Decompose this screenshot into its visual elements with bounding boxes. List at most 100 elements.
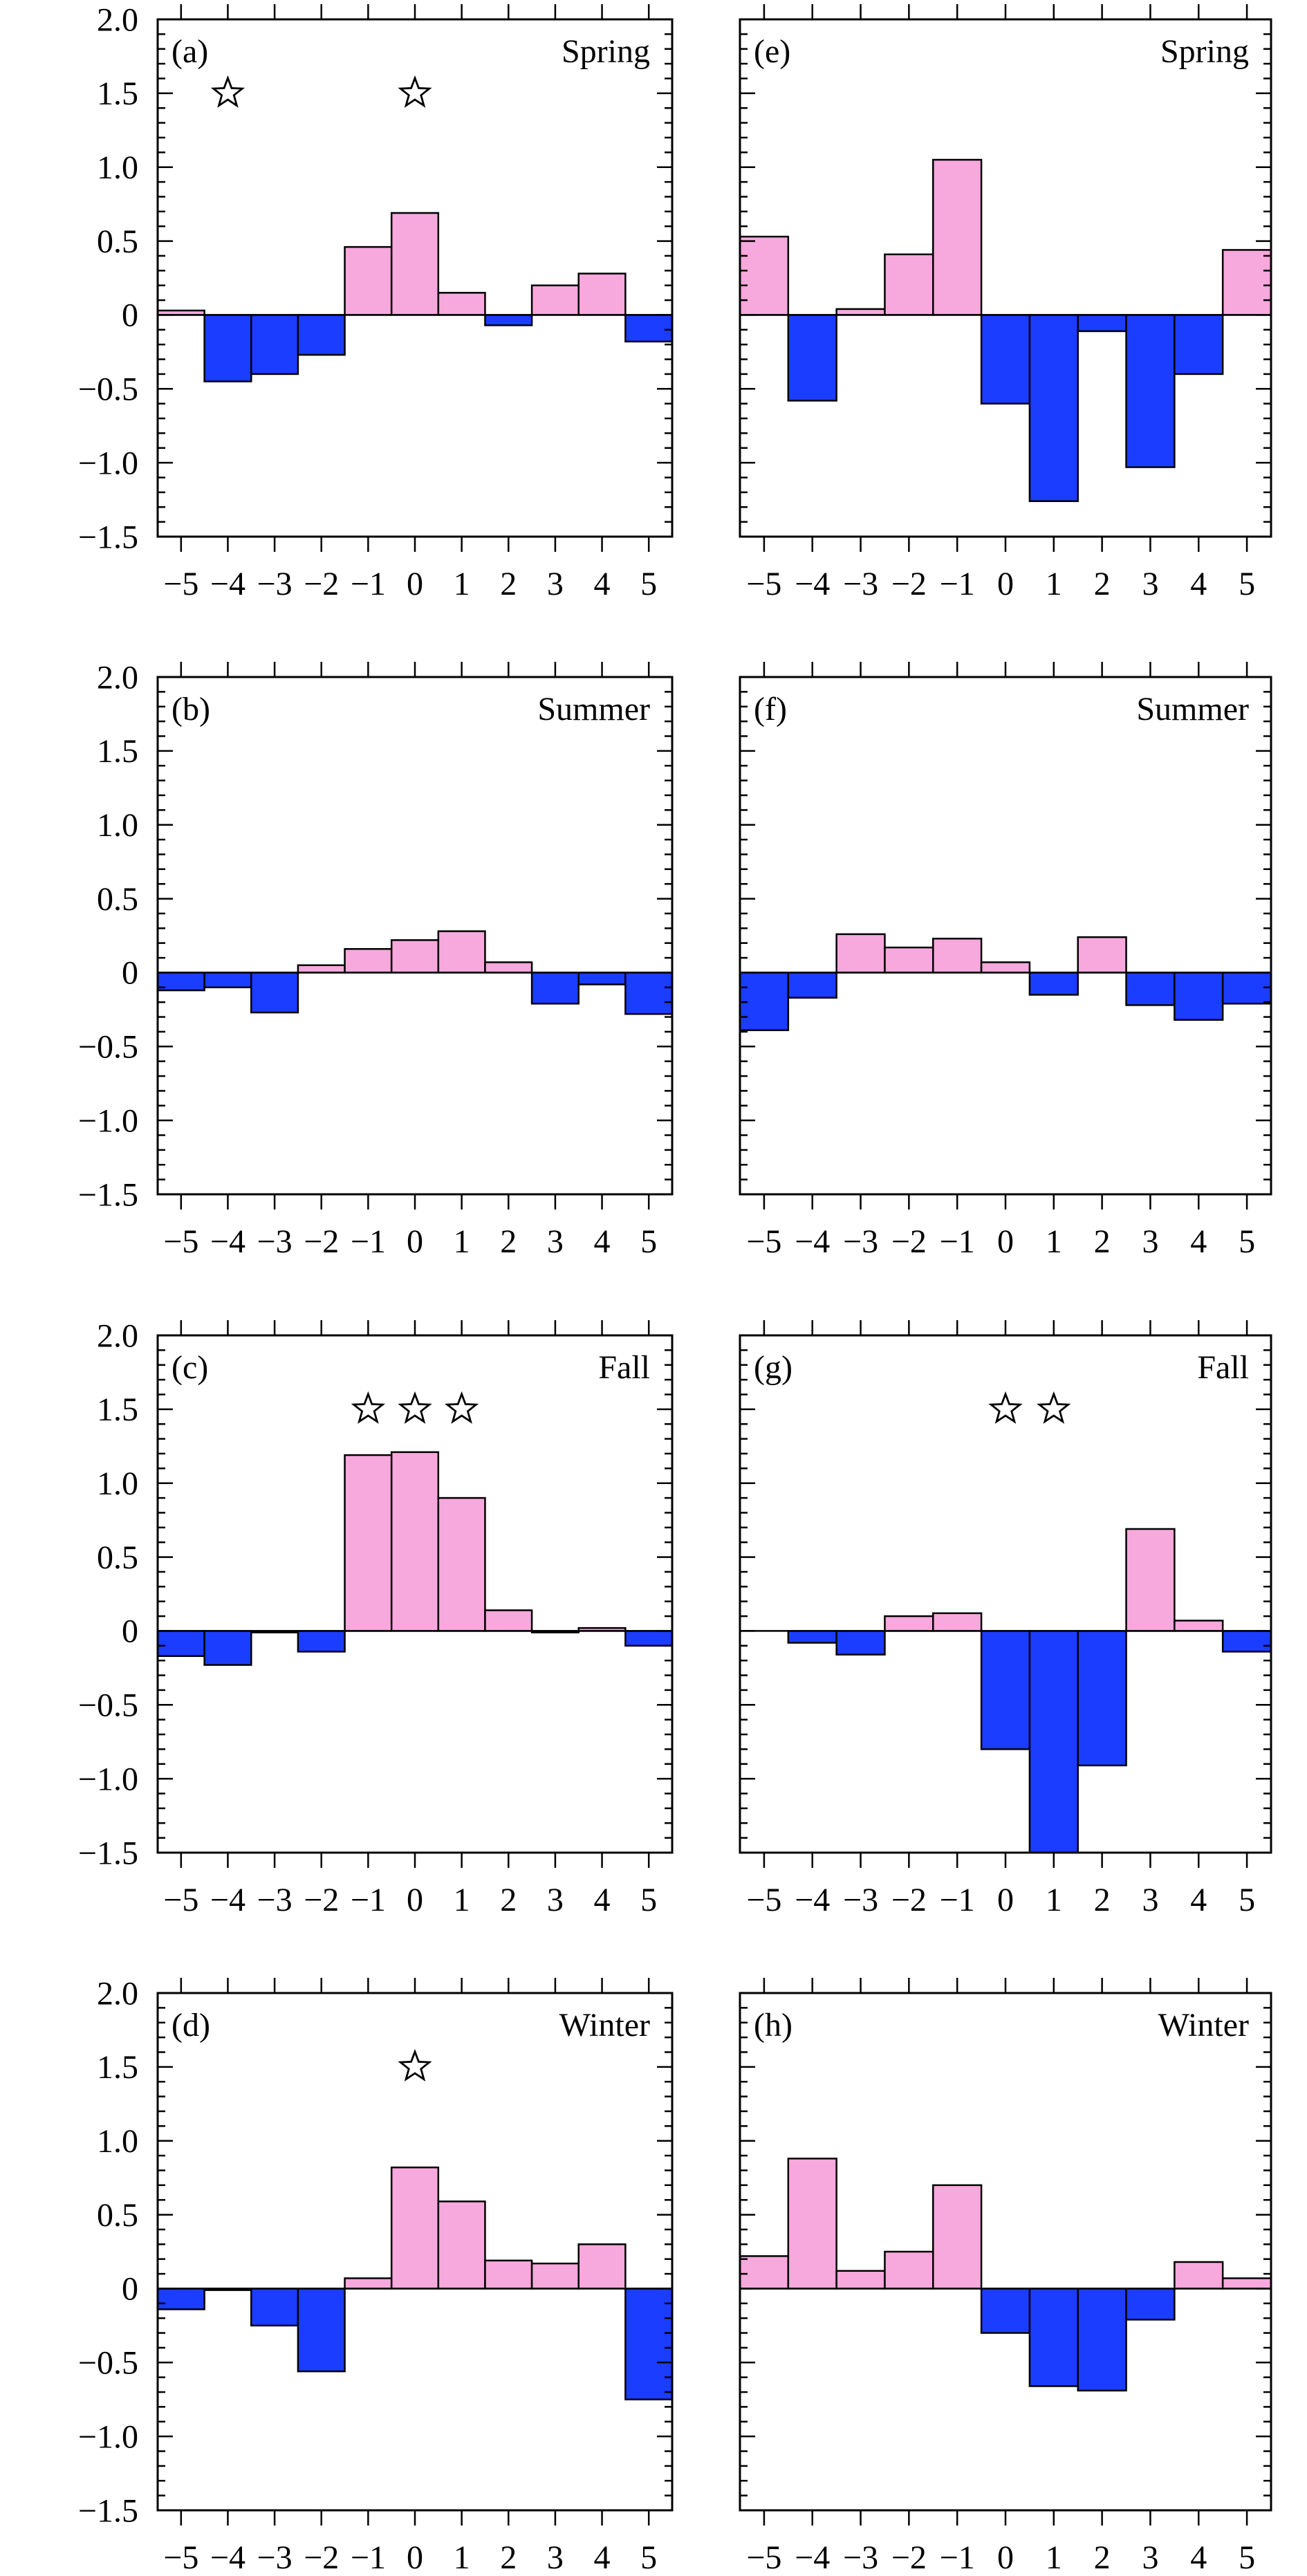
x-tick-label: 2: [1094, 566, 1111, 602]
bar-h--2: [884, 2250, 934, 2290]
bar-a-5: [624, 314, 674, 343]
x-tick-label: 1: [454, 1223, 470, 1260]
panel-g: −5 −4 −3 −2 −1 0 1 2 3 4 5 (g) Fall: [739, 1320, 1272, 1918]
bar-d-2: [484, 2259, 533, 2290]
panel-a: −1.5−1.0−0.500.51.01.52.0−5 −4 −3 −2 −1 0 1 2 3 4…: [78, 1, 674, 602]
bar-c-2: [484, 1609, 533, 1632]
x-tick-label: 4: [1190, 566, 1207, 602]
x-tick-label: −5: [163, 2539, 198, 2576]
bar-h-5: [1221, 2277, 1272, 2290]
y-tick-label: 0: [122, 2271, 138, 2308]
x-tick-label: 1: [1046, 566, 1062, 602]
panel-c: −1.5−1.0−0.500.51.01.52.0−5 −4 −3 −2 −1 0 1 2 3 4…: [78, 1317, 674, 1918]
bar-b-4: [577, 972, 627, 985]
x-tick-label: 4: [1190, 1223, 1207, 1260]
panel-label: (g): [754, 1349, 792, 1386]
y-tick-label: 1.5: [97, 2049, 138, 2086]
bar-a-4: [577, 272, 627, 316]
x-tick-label: 2: [500, 1223, 517, 1260]
x-tick-label: −1: [351, 1882, 386, 1918]
bar-h--1: [932, 2184, 983, 2290]
y-tick-label: 2.0: [97, 659, 138, 696]
bar-g-5: [1221, 1630, 1272, 1653]
y-tick-label: 2.0: [97, 1317, 138, 1354]
x-tick-label: 2: [500, 2539, 517, 2576]
y-tick-label: 1.5: [97, 75, 138, 112]
x-tick-label: 0: [997, 1223, 1014, 1260]
x-tick-label: −1: [940, 1223, 975, 1260]
bar-d-0: [390, 2166, 440, 2290]
bar-e-1: [1028, 314, 1079, 502]
x-tick-label: −4: [795, 2539, 830, 2576]
season-title: Summer: [537, 691, 650, 728]
bar-f--3: [835, 933, 886, 974]
bar-c--5: [156, 1630, 205, 1658]
bar-f-3: [1125, 972, 1176, 1006]
bar-e-2: [1077, 314, 1127, 333]
y-tick-label: 0: [122, 297, 138, 334]
bar-g--3: [835, 1630, 886, 1656]
x-tick-label: 0: [407, 566, 423, 602]
bar-f-2: [1077, 936, 1127, 974]
panel-h: −5 −4 −3 −2 −1 0 1 2 3 4 5 (h) Winter: [739, 1978, 1272, 2576]
x-tick-label: 1: [1046, 1223, 1062, 1260]
bar-d--3: [250, 2288, 299, 2327]
x-tick-label: −3: [257, 566, 293, 602]
x-tick-label: −1: [940, 1882, 975, 1918]
bar-f--1: [932, 938, 983, 974]
bar-b-1: [437, 930, 486, 974]
x-tick-label: 4: [594, 566, 611, 602]
bar-a--4: [203, 314, 252, 382]
x-tick-label: −5: [163, 1223, 198, 1260]
bar-g-2: [1077, 1630, 1127, 1767]
x-tick-label: 5: [640, 566, 657, 602]
plot-frame: [739, 18, 1272, 538]
bar-g--1: [932, 1612, 983, 1632]
x-tick-label: 3: [547, 566, 564, 602]
y-tick-label: 1.5: [97, 733, 138, 770]
bar-c-1: [437, 1497, 486, 1632]
y-tick-label: 1.0: [97, 149, 138, 186]
plot-frame: [739, 676, 1272, 1196]
bar-e-5: [1221, 249, 1272, 316]
bar-h--5: [739, 2255, 790, 2290]
bar-d-4: [577, 2243, 627, 2290]
x-tick-label: 0: [997, 566, 1014, 602]
bar-d--2: [297, 2288, 346, 2373]
x-tick-label: 5: [640, 2539, 657, 2576]
x-tick-label: −3: [257, 1882, 293, 1918]
x-tick-label: 2: [500, 566, 517, 602]
plot-frame: [156, 676, 674, 1196]
bar-g-0: [980, 1630, 1031, 1750]
bar-g--2: [884, 1615, 934, 1632]
x-tick-label: 5: [1239, 1882, 1255, 1918]
x-tick-label: 3: [1142, 1882, 1158, 1918]
season-title: Spring: [562, 33, 650, 70]
x-tick-label: −5: [163, 1882, 198, 1918]
y-tick-label: −0.5: [78, 1029, 138, 1066]
bar-a-1: [437, 292, 486, 316]
bar-a-0: [390, 212, 440, 316]
x-tick-label: −1: [351, 2539, 386, 2576]
x-tick-label: −5: [746, 566, 781, 602]
y-tick-label: 0.5: [97, 223, 138, 260]
bar-h--4: [787, 2158, 837, 2290]
x-tick-label: −3: [843, 1223, 878, 1260]
bar-b--2: [297, 964, 346, 974]
y-tick-label: 1.5: [97, 1391, 138, 1428]
x-tick-label: 5: [1239, 2539, 1255, 2576]
y-tick-label: 0.5: [97, 2197, 138, 2234]
y-tick-label: −1.0: [78, 2418, 138, 2455]
bar-c--4: [203, 1630, 252, 1666]
panel-d: −1.5−1.0−0.500.51.01.52.0−5 −4 −3 −2 −1 0 1 2 3 4…: [78, 1975, 674, 2576]
panel-label: (b): [172, 691, 210, 728]
bar-d--1: [344, 2277, 393, 2290]
x-tick-label: −3: [843, 1882, 878, 1918]
season-title: Summer: [1136, 691, 1249, 728]
bar-b-5: [624, 972, 674, 1015]
bar-g-4: [1174, 1620, 1224, 1632]
bar-h-4: [1174, 2261, 1224, 2290]
x-tick-label: −4: [210, 1223, 245, 1260]
bar-h-3: [1125, 2288, 1176, 2321]
x-tick-label: 3: [547, 1223, 564, 1260]
